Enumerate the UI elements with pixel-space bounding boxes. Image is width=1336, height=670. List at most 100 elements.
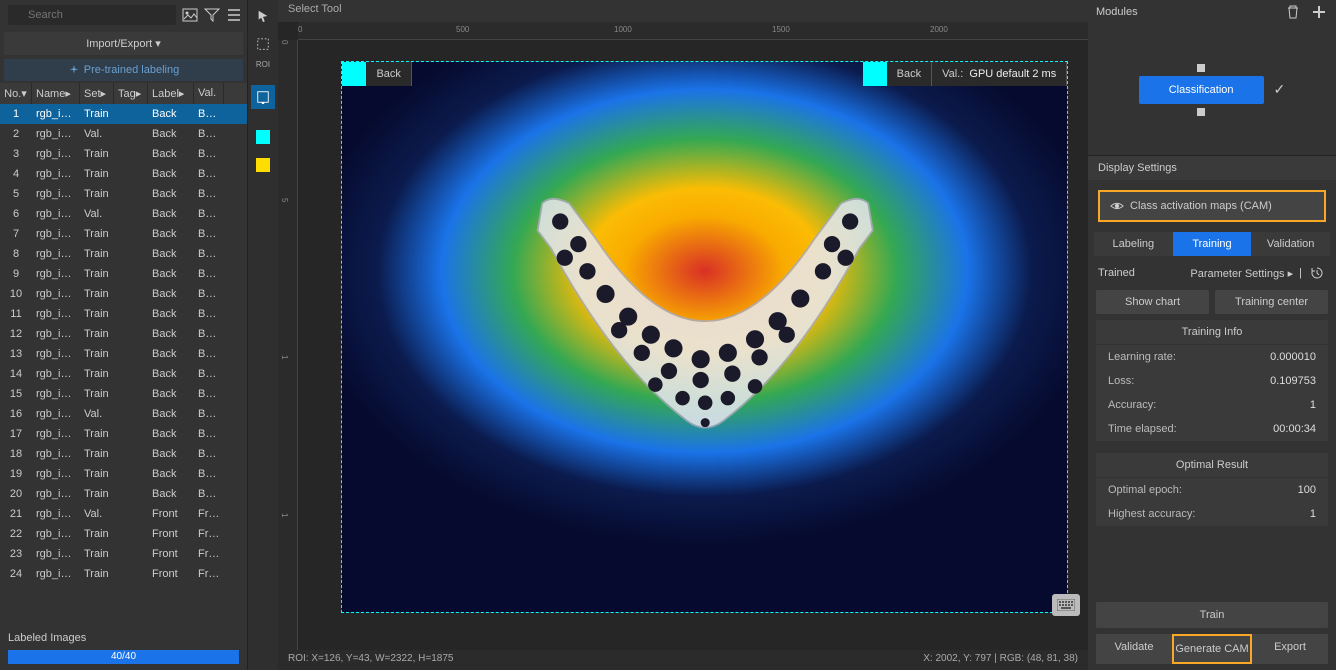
generate-cam-button[interactable]: Generate CAM: [1172, 634, 1252, 664]
keyboard-icon[interactable]: [1052, 594, 1080, 616]
table-row[interactable]: 15rgb_ima...TrainBackBack: [0, 384, 247, 404]
col-no[interactable]: No.▾: [0, 83, 32, 104]
cell-set: Train: [80, 184, 114, 204]
divider: |: [1299, 267, 1302, 279]
labeled-title: Labeled Images: [8, 632, 239, 644]
gallery-icon[interactable]: [182, 6, 198, 24]
col-name[interactable]: Name▸: [32, 83, 80, 104]
table-row[interactable]: 8rgb_ima...TrainBackBack: [0, 244, 247, 264]
filter-icon[interactable]: [204, 6, 220, 24]
cell-no: 23: [0, 544, 32, 564]
cell-tag: [114, 264, 148, 284]
cell-val: Back: [194, 124, 224, 144]
validate-button[interactable]: Validate: [1096, 634, 1172, 664]
add-icon[interactable]: [1310, 3, 1328, 21]
cell-tag: [114, 284, 148, 304]
cell-label: Back: [148, 224, 194, 244]
cell-label: Back: [148, 124, 194, 144]
table-row[interactable]: 6rgb_ima...Val.BackBack: [0, 204, 247, 224]
cell-val: Back: [194, 404, 224, 424]
table-row[interactable]: 18rgb_ima...TrainBackBack: [0, 444, 247, 464]
swatch-back[interactable]: [251, 125, 275, 149]
table-row[interactable]: 1rgb_ima...TrainBackBack: [0, 104, 247, 124]
cell-val: Back: [194, 264, 224, 284]
table-row[interactable]: 9rgb_ima...TrainBackBack: [0, 264, 247, 284]
col-set[interactable]: Set▸: [80, 83, 114, 104]
table-row[interactable]: 3rgb_ima...TrainBackBack: [0, 144, 247, 164]
cell-label: Back: [148, 284, 194, 304]
training-center-button[interactable]: Training center: [1215, 290, 1328, 314]
cell-val: Back: [194, 224, 224, 244]
history-icon[interactable]: [1308, 264, 1326, 282]
tab-validation[interactable]: Validation: [1251, 232, 1330, 256]
table-row[interactable]: 13rgb_ima...TrainBackBack: [0, 344, 247, 364]
table-row[interactable]: 21rgb_ima...Val.FrontFron: [0, 504, 247, 524]
table-row[interactable]: 14rgb_ima...TrainBackBack: [0, 364, 247, 384]
tab-labeling[interactable]: Labeling: [1094, 232, 1173, 256]
cell-label: Back: [148, 244, 194, 264]
cell-val: Back: [194, 424, 224, 444]
swatch-front[interactable]: [251, 153, 275, 177]
cell-set: Val.: [80, 504, 114, 524]
list-icon[interactable]: [226, 6, 242, 24]
table-row[interactable]: 19rgb_ima...TrainBackBack: [0, 464, 247, 484]
cell-set: Train: [80, 464, 114, 484]
tool-pointer[interactable]: [251, 4, 275, 28]
image-table[interactable]: 1rgb_ima...TrainBackBack2rgb_ima...Val.B…: [0, 104, 247, 626]
col-label[interactable]: Label▸: [148, 83, 194, 104]
cam-toggle-label: Class activation maps (CAM): [1130, 200, 1272, 212]
import-export-button[interactable]: Import/Export ▾: [4, 32, 243, 55]
table-row[interactable]: 20rgb_ima...TrainBackBack: [0, 484, 247, 504]
tab-training[interactable]: Training: [1173, 232, 1252, 256]
cell-val: Back: [194, 144, 224, 164]
label-text: Back: [366, 62, 411, 86]
cell-val: Back: [194, 164, 224, 184]
node-handle-top[interactable]: [1197, 64, 1205, 72]
cell-no: 19: [0, 464, 32, 484]
table-row[interactable]: 22rgb_ima...TrainFrontFron: [0, 524, 247, 544]
table-row[interactable]: 7rgb_ima...TrainBackBack: [0, 224, 247, 244]
cell-name: rgb_ima...: [32, 184, 80, 204]
param-settings-link[interactable]: Parameter Settings ▸: [1190, 267, 1293, 280]
export-button[interactable]: Export: [1252, 634, 1328, 664]
col-val[interactable]: Val.: [194, 83, 224, 104]
cell-label: Back: [148, 384, 194, 404]
classification-node[interactable]: Classification: [1139, 76, 1264, 104]
table-row[interactable]: 17rgb_ima...TrainBackBack: [0, 424, 247, 444]
tool-select[interactable]: [251, 85, 275, 109]
table-row[interactable]: 12rgb_ima...TrainBackBack: [0, 324, 247, 344]
cell-label: Back: [148, 144, 194, 164]
tool-roi[interactable]: [251, 32, 275, 56]
table-row[interactable]: 2rgb_ima...Val.BackBack: [0, 124, 247, 144]
canvas-title: Select Tool: [278, 0, 1088, 22]
optimal-title: Optimal Result: [1096, 453, 1328, 478]
table-row[interactable]: 23rgb_ima...TrainFrontFron: [0, 544, 247, 564]
delete-icon[interactable]: [1284, 3, 1302, 21]
table-row[interactable]: 24rgb_ima...TrainFrontFron: [0, 564, 247, 584]
table-row[interactable]: 11rgb_ima...TrainBackBack: [0, 304, 247, 324]
table-row[interactable]: 16rgb_ima...Val.BackBack: [0, 404, 247, 424]
cell-name: rgb_ima...: [32, 364, 80, 384]
search-input[interactable]: [8, 5, 176, 25]
show-chart-button[interactable]: Show chart: [1096, 290, 1209, 314]
cell-set: Train: [80, 484, 114, 504]
cell-val: Back: [194, 304, 224, 324]
cell-name: rgb_ima...: [32, 304, 80, 324]
info-box-validation: Back Val.: GPU default 2 ms: [863, 62, 1068, 86]
col-tag[interactable]: Tag▸: [114, 83, 148, 104]
cell-name: rgb_ima...: [32, 164, 80, 184]
table-row[interactable]: 10rgb_ima...TrainBackBack: [0, 284, 247, 304]
table-row[interactable]: 5rgb_ima...TrainBackBack: [0, 184, 247, 204]
train-button[interactable]: Train: [1096, 602, 1328, 628]
node-handle-bottom[interactable]: [1197, 108, 1205, 116]
roi-box[interactable]: Back Back Val.: GPU default 2 ms: [341, 61, 1068, 612]
table-row[interactable]: 4rgb_ima...TrainBackBack: [0, 164, 247, 184]
right-panel: Modules Classification ✓ Display Setting…: [1088, 0, 1336, 670]
lr-label: Learning rate:: [1108, 351, 1176, 363]
bottom-buttons: Validate Generate CAM Export: [1096, 634, 1328, 664]
canvas-wrap: 0500100015002000 0511: [278, 22, 1088, 670]
training-info-title: Training Info: [1096, 320, 1328, 345]
pretrained-labeling-button[interactable]: Pre-trained labeling: [4, 59, 243, 81]
canvas[interactable]: Back Back Val.: GPU default 2 ms: [298, 40, 1088, 646]
cam-toggle[interactable]: Class activation maps (CAM): [1098, 190, 1326, 222]
